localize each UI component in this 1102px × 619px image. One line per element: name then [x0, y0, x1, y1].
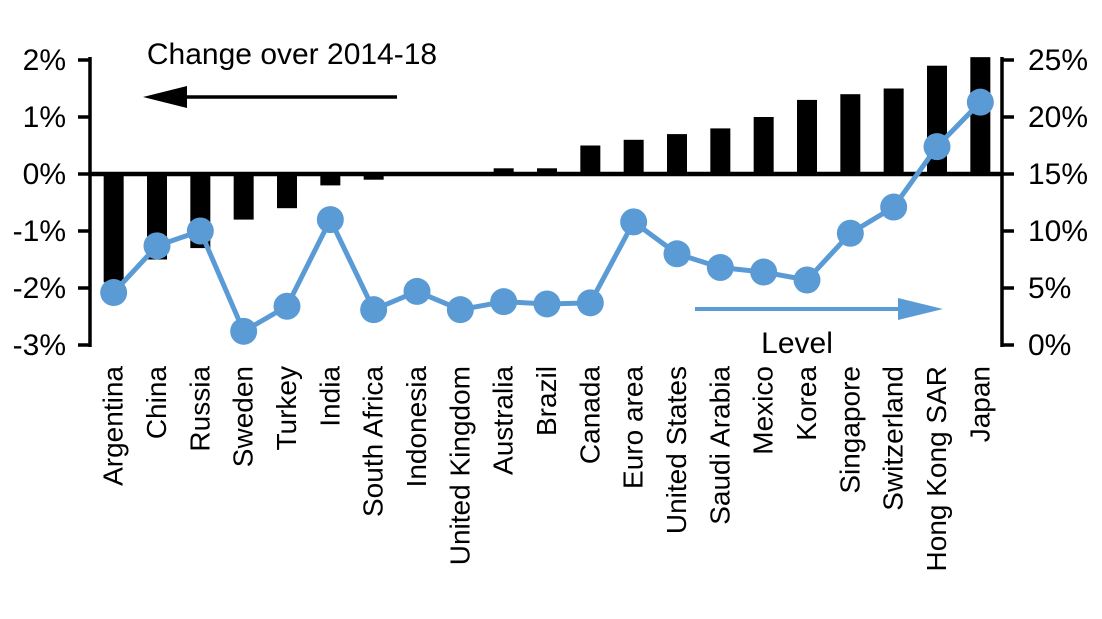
- bar-korea: [797, 99, 817, 174]
- left-arrow-icon: [143, 86, 187, 108]
- category-label-japan: Japan: [964, 366, 995, 442]
- level-point-united-kingdom: [446, 296, 474, 324]
- left-axis-tick-label: -1%: [13, 215, 66, 248]
- category-label-canada: Canada: [574, 366, 605, 465]
- level-point-euro-area: [620, 208, 648, 236]
- category-label-united-states: United States: [661, 366, 692, 534]
- right-arrow-icon: [898, 298, 943, 320]
- bar-argentina: [103, 174, 124, 283]
- category-label-hong-kong-sar: Hong Kong SAR: [921, 366, 952, 571]
- level-point-mexico: [750, 258, 778, 286]
- category-label-saudi-arabia: Saudi Arabia: [704, 366, 735, 525]
- bar-turkey: [277, 174, 297, 209]
- category-label-singapore: Singapore: [834, 366, 865, 494]
- category-label-sweden: Sweden: [228, 366, 259, 467]
- right-axis-tick-label: 20%: [1028, 101, 1088, 134]
- level-point-australia: [490, 288, 518, 316]
- level-point-sweden: [230, 317, 258, 345]
- level-point-saudi-arabia: [706, 253, 734, 281]
- bar-australia: [493, 168, 514, 174]
- level-point-hong-kong-sar: [923, 133, 951, 161]
- bar-india: [320, 174, 341, 186]
- bar-south-africa: [363, 174, 384, 180]
- category-label-turkey: Turkey: [271, 366, 302, 451]
- level-point-brazil: [533, 290, 561, 318]
- level-point-korea: [793, 266, 821, 294]
- right-axis-tick-label: 15%: [1028, 158, 1088, 191]
- category-label-south-africa: South Africa: [358, 366, 389, 517]
- bar-canada: [580, 145, 601, 174]
- category-label-russia: Russia: [184, 366, 215, 452]
- bar-united-states: [667, 134, 687, 174]
- left-axis-tick-label: -2%: [13, 272, 66, 305]
- category-label-india: India: [314, 366, 345, 427]
- level-point-singapore: [836, 219, 864, 247]
- level-point-china: [143, 232, 171, 260]
- category-label-euro-area: Euro area: [618, 366, 649, 489]
- category-label-china: China: [141, 366, 172, 440]
- right-axis-tick-label: 5%: [1028, 272, 1071, 305]
- level-point-argentina: [100, 279, 128, 307]
- category-label-indonesia: Indonesia: [401, 366, 432, 488]
- bar-sweden: [233, 174, 254, 220]
- bar-switzerland: [883, 88, 904, 174]
- bar-singapore: [840, 94, 861, 174]
- right-axis-tick-label: 10%: [1028, 215, 1088, 248]
- level-point-canada: [576, 289, 604, 317]
- category-label-argentina: Argentina: [98, 366, 129, 486]
- level-point-russia: [186, 217, 214, 245]
- category-label-korea: Korea: [791, 366, 822, 441]
- left-axis-tick-label: 0%: [23, 158, 66, 191]
- bar-brazil: [537, 168, 557, 174]
- bar-series-annotation-label: Change over 2014-18: [147, 38, 437, 71]
- level-point-united-states: [663, 240, 691, 268]
- level-point-turkey: [273, 292, 301, 320]
- level-point-japan: [966, 88, 994, 116]
- level-point-south-africa: [360, 296, 388, 324]
- bar-mexico: [753, 117, 774, 174]
- line-series-annotation-label: Level: [761, 327, 833, 360]
- bar-saudi-arabia: [710, 128, 731, 174]
- right-axis-tick-label: 0%: [1028, 329, 1071, 362]
- category-label-mexico: Mexico: [748, 366, 779, 455]
- left-axis-tick-label: 1%: [23, 101, 66, 134]
- category-label-switzerland: Switzerland: [878, 366, 909, 511]
- left-axis-tick-label: 2%: [23, 44, 66, 77]
- level-point-india: [316, 206, 344, 234]
- category-label-australia: Australia: [488, 366, 519, 475]
- category-label-united-kingdom: United Kingdom: [444, 366, 475, 565]
- level-point-indonesia: [403, 277, 431, 305]
- bar-euro-area: [623, 139, 644, 174]
- level-point-switzerland: [880, 193, 908, 221]
- category-label-brazil: Brazil: [531, 366, 562, 436]
- left-axis-tick-label: -3%: [13, 329, 66, 362]
- right-axis-tick-label: 25%: [1028, 44, 1088, 77]
